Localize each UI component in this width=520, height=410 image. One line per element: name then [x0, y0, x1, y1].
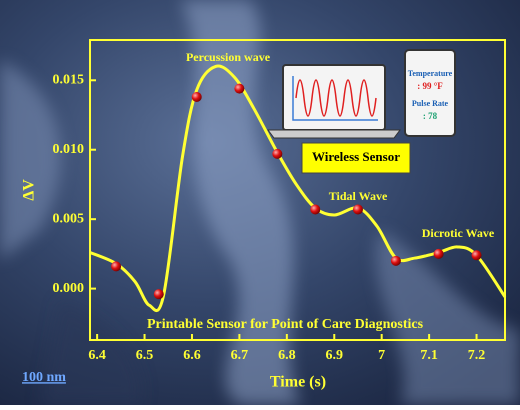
y-tick-label: 0.000 — [53, 281, 85, 296]
x-tick-label: 6.8 — [278, 348, 296, 363]
laptop-wave — [295, 79, 377, 117]
x-tick-label: 7 — [378, 348, 385, 363]
annotation: Printable Sensor for Point of Care Diagn… — [147, 317, 424, 332]
x-axis-label: Time (s) — [270, 374, 326, 391]
x-tick-label: 7.2 — [468, 348, 486, 363]
annotation: Tidal Wave — [329, 189, 388, 203]
pulse-value: : 78 — [423, 111, 438, 121]
x-tick-label: 6.4 — [88, 348, 106, 363]
x-tick-label: 7.1 — [420, 348, 438, 363]
temperature-label: Temperature — [408, 69, 453, 78]
data-line — [89, 64, 507, 313]
annotation: Percussion wave — [186, 50, 271, 64]
inset-label-box — [301, 142, 411, 174]
data-point — [310, 204, 321, 215]
y-tick-label: 0.010 — [53, 142, 85, 157]
temperature-value: : 99 °F — [417, 81, 443, 91]
data-point — [111, 261, 122, 272]
x-tick-label: 6.7 — [231, 348, 249, 363]
y-tick-label: 0.015 — [53, 72, 85, 87]
y-axis-label: ΔV — [21, 179, 38, 201]
inset-label: Wireless Sensor — [312, 149, 400, 164]
data-point — [352, 204, 363, 215]
data-point — [234, 83, 245, 94]
x-tick-label: 6.6 — [183, 348, 201, 363]
data-point — [153, 289, 164, 300]
scale-bar: 100 nm — [22, 370, 66, 385]
phone — [404, 49, 456, 137]
annotation: Dicrotic Wave — [422, 226, 495, 240]
plot-frame — [89, 39, 506, 341]
laptop-base — [267, 129, 401, 139]
x-tick-label: 6.5 — [136, 348, 154, 363]
data-point — [191, 91, 202, 102]
x-tick-label: 6.9 — [326, 348, 344, 363]
data-point — [471, 250, 482, 261]
y-tick-label: 0.005 — [53, 211, 85, 226]
data-point — [390, 255, 401, 266]
inset: Wireless Sensor Temperature : 99 °F Puls… — [267, 49, 456, 174]
data-point — [433, 248, 444, 259]
data-point — [272, 148, 283, 159]
laptop-axes — [292, 76, 378, 121]
pulse-label: Pulse Rate — [412, 99, 449, 108]
